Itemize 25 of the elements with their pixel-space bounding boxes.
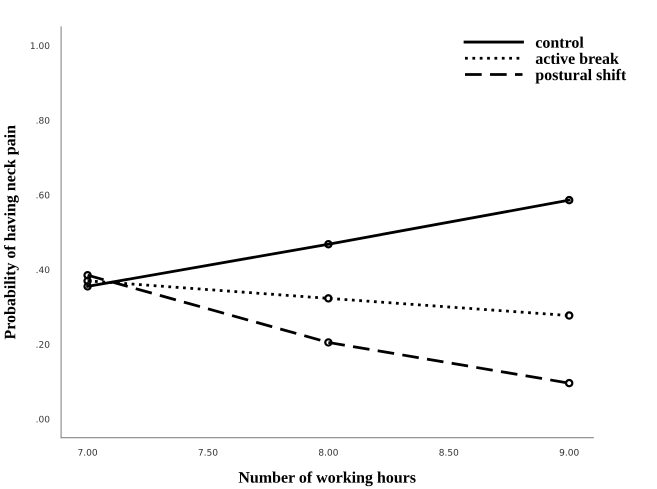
x-axis-title: Number of working hours — [238, 471, 416, 486]
x-tick-label: 8.50 — [439, 448, 458, 456]
legend-label: control — [536, 36, 584, 48]
y-tick-label: 1.00 — [30, 42, 50, 50]
point — [324, 338, 333, 347]
x-tick-label: 9.00 — [560, 448, 579, 456]
point — [564, 311, 574, 320]
point — [324, 240, 333, 248]
point — [564, 196, 574, 204]
point — [324, 294, 333, 303]
point — [83, 282, 92, 291]
legend-label: postural shift — [536, 68, 626, 84]
y-tick-label: .20 — [36, 341, 50, 348]
y-tick-label: .00 — [36, 416, 50, 423]
x-tick-label: 8.00 — [318, 448, 338, 456]
point — [83, 276, 92, 286]
point — [564, 378, 574, 388]
x-tick-label: 7.00 — [78, 448, 98, 456]
point — [83, 270, 92, 280]
y-axis-title: Probability of having neck pain — [4, 125, 19, 340]
legend-label: active break — [536, 52, 619, 64]
y-tick-label: .40 — [36, 266, 50, 274]
x-tick-label: 7.50 — [198, 448, 218, 456]
y-tick-label: .80 — [36, 116, 50, 124]
y-tick-label: .60 — [36, 192, 50, 198]
